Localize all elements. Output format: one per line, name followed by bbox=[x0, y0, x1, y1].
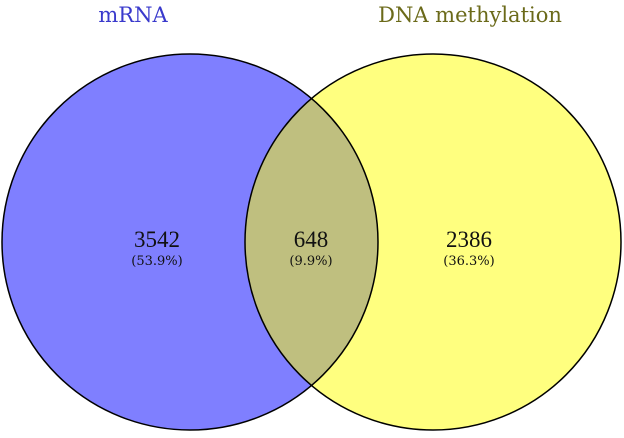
right-only-count: 2386 bbox=[446, 227, 492, 252]
set-label-dna-methylation: DNA methylation bbox=[378, 3, 562, 27]
intersection-percent: (9.9%) bbox=[289, 254, 332, 269]
right-only-percent: (36.3%) bbox=[443, 254, 494, 269]
overlap-region bbox=[245, 54, 378, 430]
left-only-count: 3542 bbox=[134, 227, 180, 252]
intersection-count: 648 bbox=[294, 227, 329, 252]
set-label-mrna: mRNA bbox=[98, 3, 168, 27]
mrna-circle-outline bbox=[1, 53, 379, 431]
left-only-percent: (53.9%) bbox=[131, 254, 182, 269]
dna-methylation-circle-outline bbox=[244, 53, 622, 431]
